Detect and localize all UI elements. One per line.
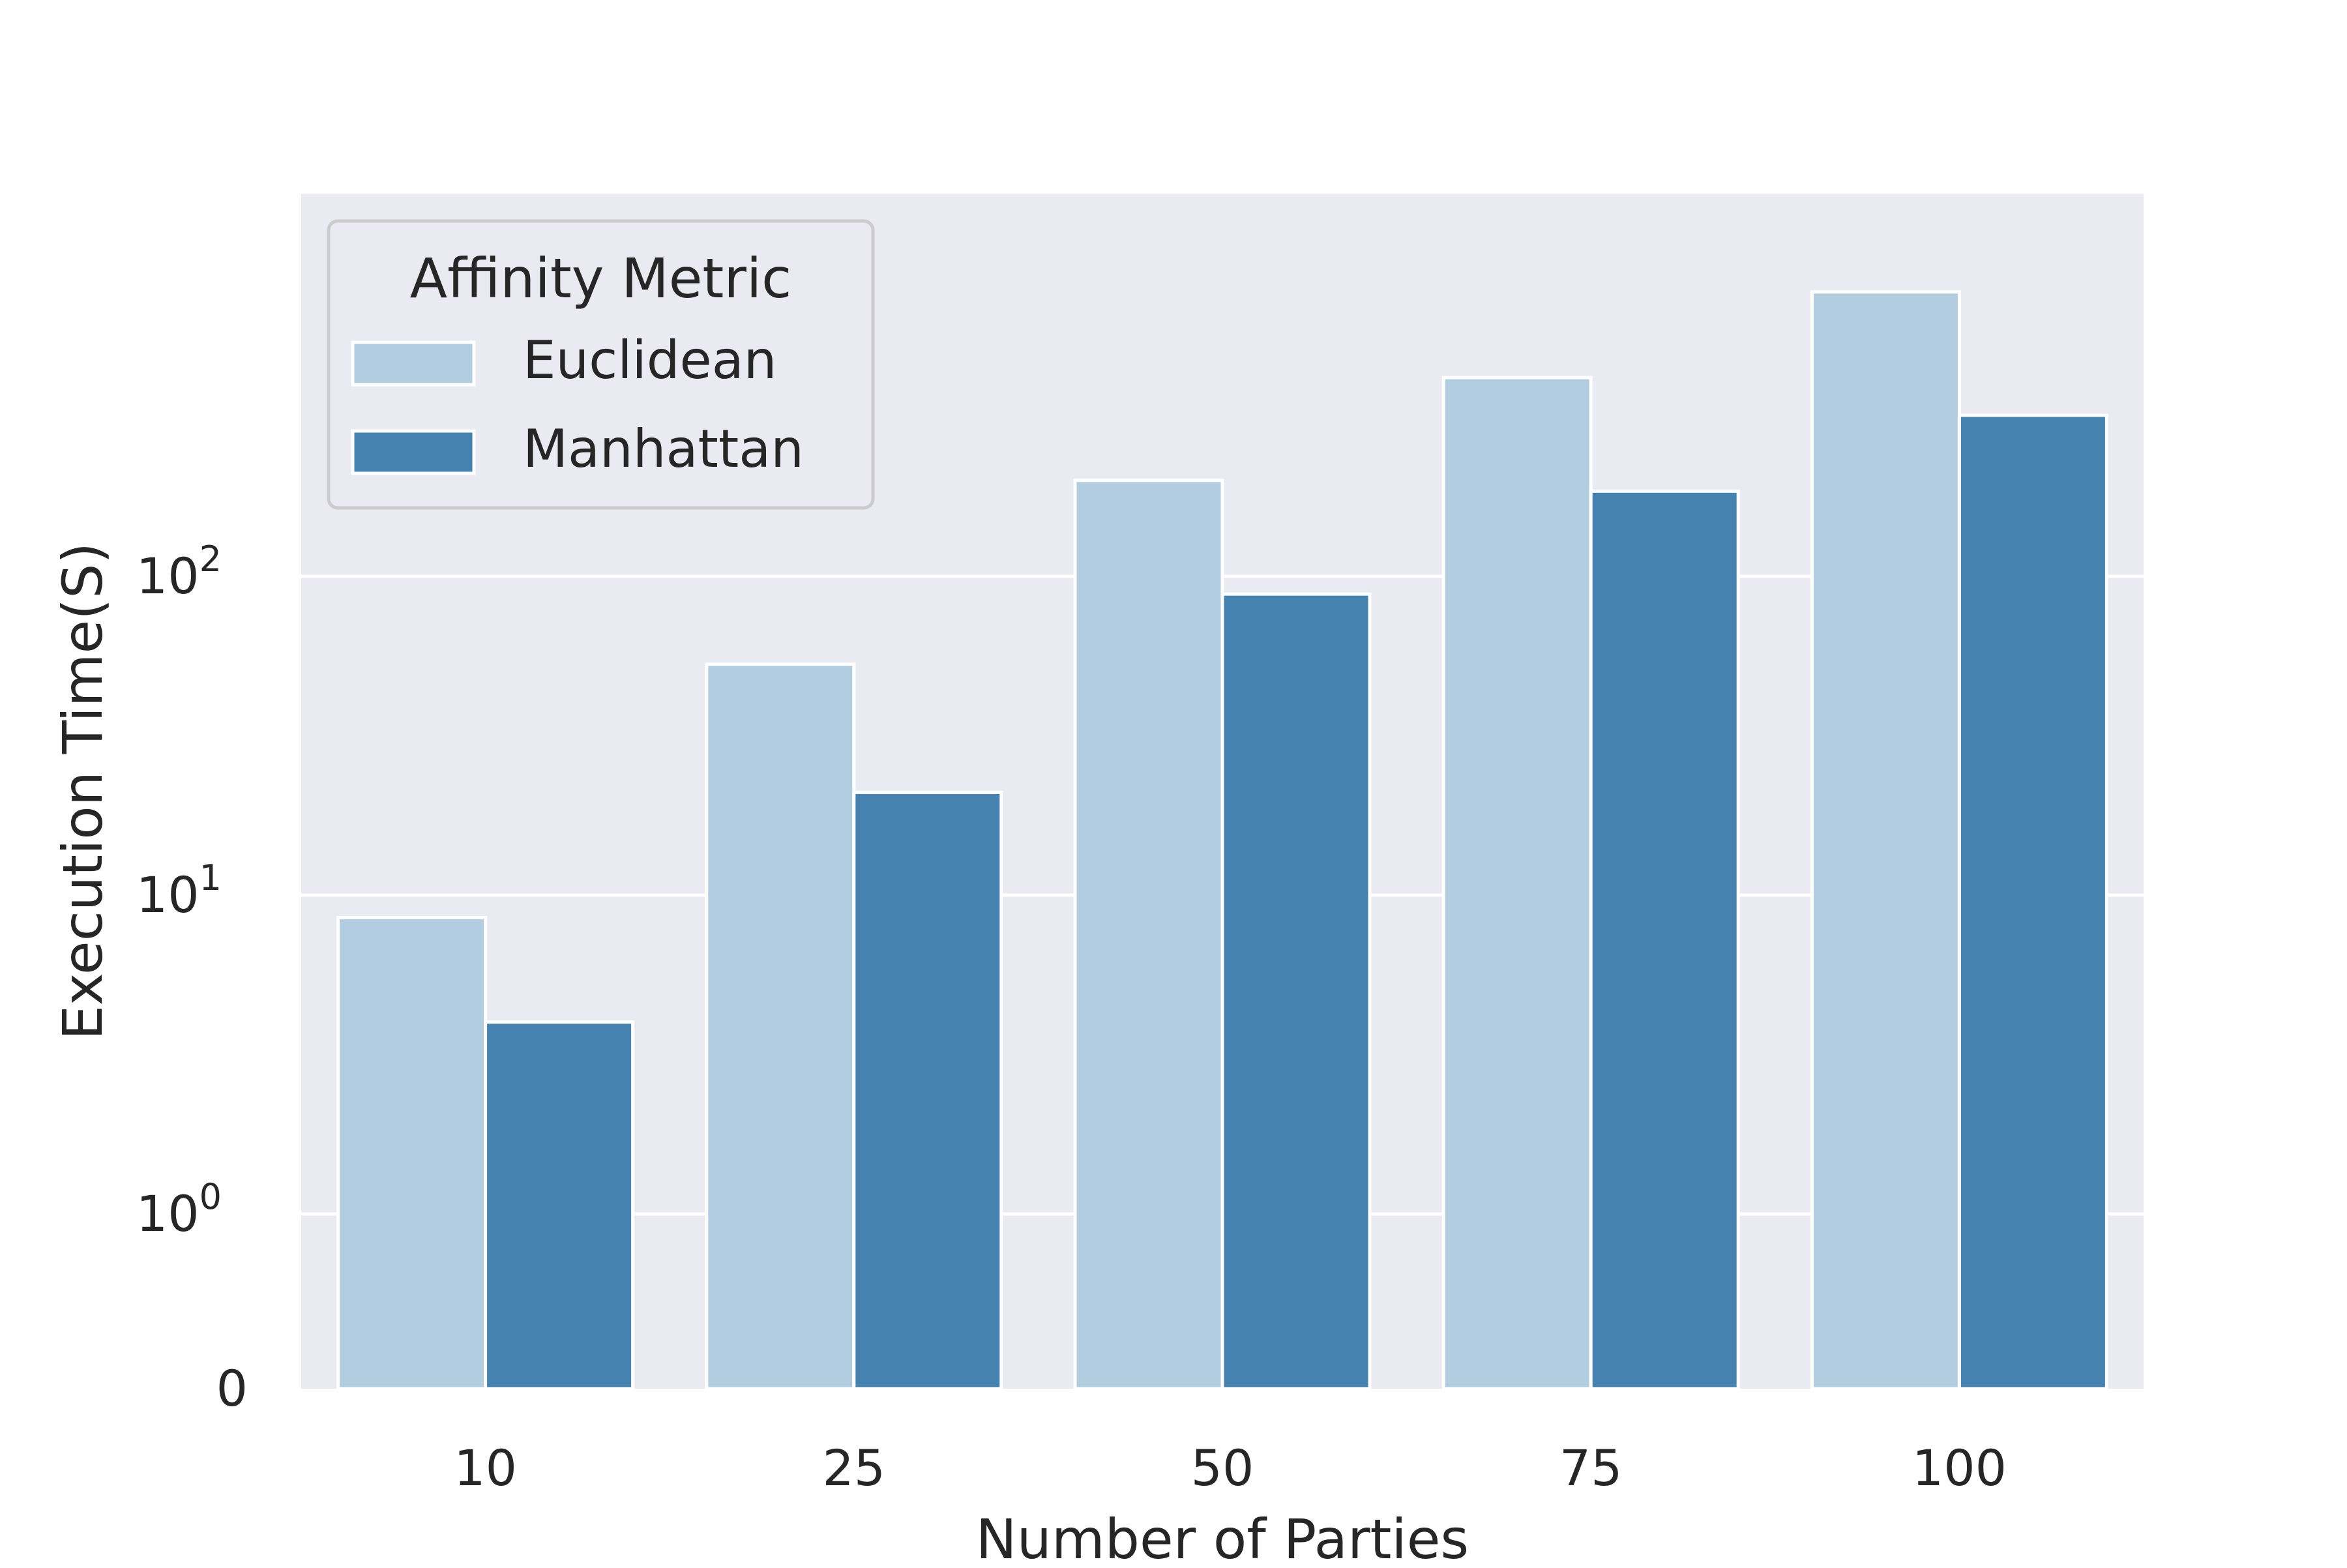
bars [336,290,2108,1391]
bar-euclidean-50 [1073,479,1224,1391]
legend: Affinity Metric Euclidean Manhattan [327,219,875,510]
bar-euclidean-10 [336,916,488,1391]
y-tick-label: 0 [216,1359,248,1417]
bar-euclidean-100 [1810,290,1961,1391]
bar-manhattan-75 [1589,489,1740,1391]
bar-euclidean-75 [1441,376,1593,1391]
y-axis-label: Execution Time(S) [51,542,115,1040]
bar-manhattan-100 [1957,413,2108,1391]
x-axis-label: Number of Parties [976,1507,1469,1565]
x-tick-labels: 10 25 50 75 100 [454,1439,2007,1497]
y-tick-exponent: 1 [199,857,222,898]
x-tick-label: 25 [822,1439,885,1497]
y-tick-label: 102 [136,539,222,605]
bar-euclidean-25 [705,662,856,1391]
y-tick-base: 10 [136,547,199,605]
y-tick-label: 100 [136,1176,222,1243]
bar-manhattan-10 [484,1020,635,1391]
bar-manhattan-50 [1220,592,1372,1391]
y-tick-exponent: 0 [199,1176,222,1217]
x-tick-label: 100 [1912,1439,2007,1497]
y-tick-base: 10 [136,1185,199,1243]
x-tick-label: 10 [454,1439,517,1497]
legend-label-euclidean: Euclidean [523,330,776,391]
legend-title: Affinity Metric [410,246,792,310]
legend-swatch-euclidean [351,340,476,387]
x-tick-label: 50 [1191,1439,1254,1497]
x-tick-label: 75 [1559,1439,1623,1497]
y-tick-base: 10 [136,866,199,924]
y-tick-label: 101 [136,857,222,924]
bar-manhattan-25 [852,790,1003,1391]
legend-swatch-manhattan [351,429,476,475]
y-tick-exponent: 2 [199,539,222,580]
legend-label-manhattan: Manhattan [523,419,804,479]
